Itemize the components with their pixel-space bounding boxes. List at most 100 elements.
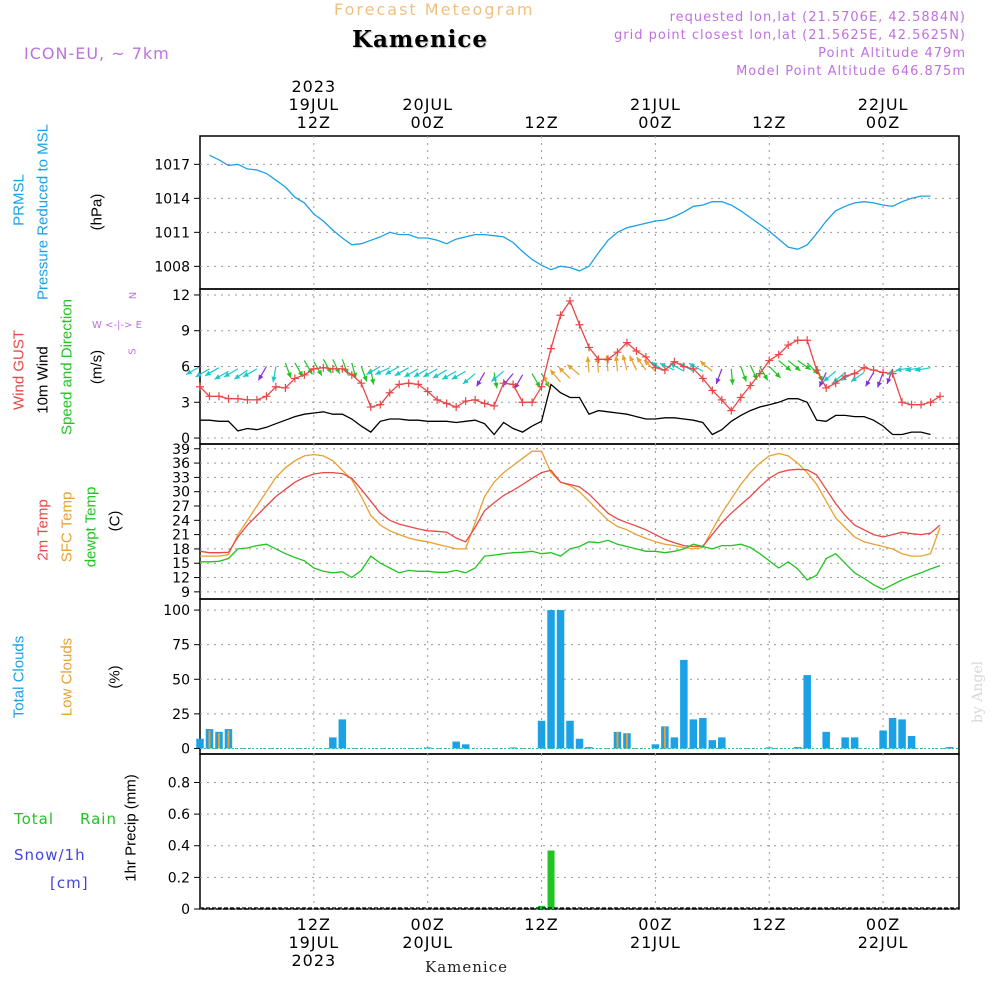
wind-arrow-head	[423, 371, 430, 377]
wind-arrow-head	[544, 381, 550, 388]
total-cloud-bar	[537, 720, 546, 749]
wind-arrow-head	[914, 366, 921, 373]
y-tick-label: 1011	[154, 225, 190, 241]
dewpoint-line	[200, 539, 941, 591]
wind-arrow-head	[851, 376, 857, 382]
wind-gust-marker	[679, 362, 688, 371]
wind-arrow-head	[865, 380, 871, 387]
wind-gust-marker	[660, 366, 669, 375]
wind-arrow-head	[462, 378, 469, 384]
y-tick-label: 24	[172, 513, 190, 529]
y-tick-label: 3	[181, 395, 190, 411]
wind-arrow-head	[741, 375, 747, 382]
wind-gust-marker	[290, 374, 299, 383]
wind-gust-marker	[717, 395, 726, 404]
total-cloud-bar	[452, 741, 460, 749]
wind-gust-marker	[622, 338, 631, 347]
wind-gust-marker	[442, 399, 451, 408]
wind-arrow-head	[823, 376, 830, 382]
wind-gust-marker	[613, 348, 622, 357]
rain-bar	[538, 905, 546, 909]
wind-gust-marker	[224, 394, 233, 403]
wind-gust-marker	[423, 387, 432, 396]
wind-gust-marker	[632, 347, 641, 355]
wind-arrow-head	[774, 372, 781, 378]
wind-gust-marker	[755, 369, 764, 378]
wind-gust-marker	[689, 364, 698, 373]
wind-arrow-head	[613, 355, 620, 361]
forecast-title: Forecast Meteogram	[334, 0, 535, 19]
requested-coords: requested lon,lat (21.5706E, 42.5884N)	[669, 10, 966, 25]
wind-speed-line	[200, 383, 931, 436]
wind-arrow-head	[493, 382, 499, 389]
wind-gust-marker	[860, 363, 869, 372]
wind-gust-marker	[414, 380, 423, 389]
y-tick-label: 0	[181, 431, 190, 447]
wind-arrow-head	[394, 370, 401, 376]
time-label-bottom: 22JUL	[858, 933, 909, 952]
wind-arrow-head	[205, 370, 212, 376]
y-tick-label: 0	[181, 902, 190, 918]
wind-gust-marker	[499, 379, 508, 388]
wind-arrow-head	[550, 369, 556, 376]
y-tick-label: 15	[172, 556, 190, 572]
y-tick-label: 6	[181, 360, 190, 376]
time-label-bottom: 20JUL	[402, 933, 453, 952]
wind-arrow-head	[558, 367, 565, 373]
total-cloud-bar	[708, 740, 717, 749]
wind-arrow-head	[804, 364, 811, 370]
time-label-bottom: 12Z	[524, 915, 558, 934]
wind-gust-marker	[736, 393, 745, 402]
wind-gust-marker	[926, 398, 935, 407]
y-tick-label: 12	[172, 571, 190, 587]
wind-gust-marker	[480, 399, 489, 408]
y-tick-label: 12	[172, 288, 190, 304]
time-label-bottom: 19JUL	[288, 933, 339, 952]
total-cloud-bar	[566, 720, 574, 749]
wind-gust-marker	[433, 395, 442, 404]
wind-arrow-head	[451, 374, 458, 380]
wind-gust-marker	[831, 379, 840, 388]
total-cloud-bar	[670, 737, 679, 749]
wind-arrow-head	[258, 374, 264, 381]
total-cloud-bar	[461, 744, 470, 749]
time-label-top: 12Z	[524, 113, 558, 132]
low-cloud-bar	[616, 731, 619, 749]
y-tick-label: 75	[172, 638, 190, 654]
wind-gust-marker	[347, 370, 356, 379]
wind-gust-marker	[252, 395, 261, 404]
wind-gust-marker	[594, 355, 603, 364]
time-label-bottom: 2023	[291, 951, 336, 970]
wind-gust-marker	[698, 374, 707, 383]
y-tick-label: 25	[172, 707, 190, 723]
wind-arrow-head	[362, 375, 368, 382]
wind-gust-marker	[765, 356, 774, 365]
temp-2m-line	[199, 468, 941, 554]
wind-gust-marker	[300, 370, 309, 379]
wind-arrow-head	[567, 364, 574, 371]
total-cloud-bar	[907, 736, 916, 749]
total-cloud-bar	[689, 719, 698, 749]
y-tick-label: 18	[172, 542, 190, 558]
wind-gust-marker	[803, 336, 812, 345]
time-label-top: 20JUL	[402, 95, 453, 114]
wind-gust-marker	[518, 398, 527, 407]
footer-location: Kamenice	[425, 958, 508, 976]
point-altitude: Point Altitude 479m	[818, 46, 966, 61]
wind-arrow-head	[877, 381, 882, 388]
wind-gust-marker	[917, 400, 926, 409]
wind-arrow-head	[729, 379, 735, 385]
time-label-top: 19JUL	[288, 95, 339, 114]
total-cloud-bar	[196, 738, 204, 749]
low-cloud-bar	[625, 733, 628, 749]
time-label-bottom: 12Z	[752, 915, 786, 934]
y-tick-label: 30	[172, 485, 190, 501]
wind-gust-marker	[281, 383, 290, 392]
wind-gust-marker	[404, 379, 413, 388]
wind-gust-marker	[395, 380, 404, 389]
wind-gust-marker	[727, 406, 736, 415]
y-tick-label: 39	[172, 442, 190, 458]
wind-gust-marker	[537, 382, 546, 391]
compass-s: S	[127, 348, 139, 355]
wind-gust-marker	[575, 320, 584, 329]
